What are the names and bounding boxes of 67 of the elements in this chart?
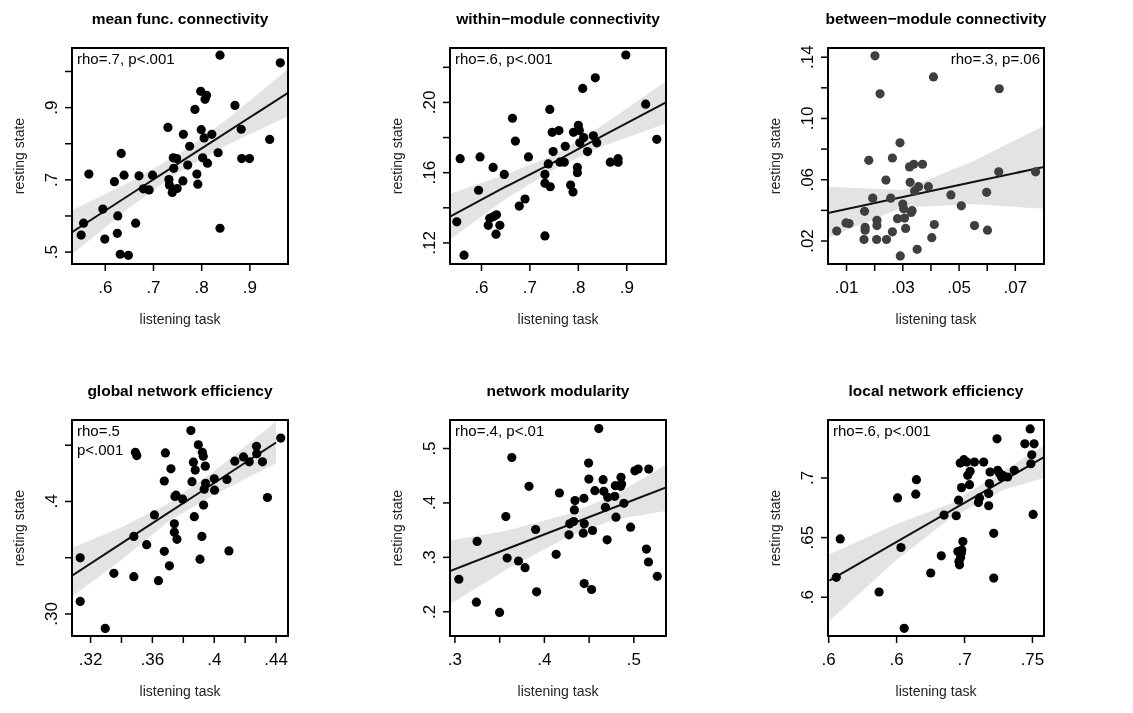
y-tick-label: .3 <box>420 550 439 565</box>
x-tick-label: .8 <box>571 278 586 297</box>
chart-title: network modularity <box>486 382 630 399</box>
annotation: rho=.4, p<.01 <box>455 422 545 439</box>
x-tick-label: .6 <box>821 650 836 669</box>
y-tick-label: .9 <box>42 100 61 115</box>
x-tick-label: .44 <box>264 650 288 669</box>
x-tick-label: .9 <box>242 278 257 297</box>
x-tick-label: .01 <box>834 278 859 297</box>
x-tick-label: .6 <box>474 278 489 297</box>
x-tick-label: .3 <box>447 650 463 669</box>
x-tick-label: .9 <box>619 278 634 297</box>
x-tick-label: .03 <box>890 278 915 297</box>
x-tick-label: .05 <box>947 278 971 297</box>
y-tick-label: .7 <box>798 470 817 486</box>
x-axis-title: listening task <box>895 683 978 699</box>
x-tick-label: .6 <box>889 650 904 669</box>
y-tick-label: .10 <box>798 106 817 131</box>
x-tick-label: .6 <box>98 278 113 297</box>
y-tick-label: .02 <box>798 229 817 253</box>
y-tick-label: .4 <box>42 494 61 509</box>
chart-title: within−module connectivity <box>455 10 661 27</box>
y-tick-label: .30 <box>42 602 61 626</box>
x-axis-title: listening task <box>517 683 600 699</box>
chart-title: between−module connectivity <box>825 10 1047 27</box>
chart-title: global network efficiency <box>87 382 273 399</box>
y-axis-title: resting state <box>767 117 783 195</box>
x-tick-label: .32 <box>78 650 103 669</box>
y-axis-title: resting state <box>11 489 27 567</box>
chart-title: mean func. connectivity <box>91 10 269 27</box>
annotation: rho=.6, p<.001 <box>455 50 553 67</box>
y-axis-title: resting state <box>389 489 405 567</box>
annotation: p<.001 <box>77 441 124 458</box>
y-tick-label: .14 <box>798 45 817 70</box>
chart-title: local network efficiency <box>848 382 1024 399</box>
y-tick-label: .2 <box>420 604 439 619</box>
x-tick-label: .7 <box>522 278 537 297</box>
y-tick-label: .16 <box>420 160 439 185</box>
y-tick-label: .5 <box>42 244 61 260</box>
annotation: rho=.3, p=.06 <box>950 50 1040 67</box>
y-axis-title: resting state <box>11 117 27 195</box>
x-tick-label: .7 <box>957 650 972 669</box>
x-tick-label: .5 <box>626 650 641 669</box>
y-tick-label: .06 <box>798 167 817 192</box>
y-tick-label: .20 <box>420 90 439 115</box>
y-tick-label: .7 <box>42 172 61 187</box>
annotation: rho=.5 <box>77 422 120 439</box>
x-axis-title: listening task <box>139 683 222 699</box>
annotation: rho=.7, p<.001 <box>77 50 175 67</box>
y-tick-label: .4 <box>420 495 439 511</box>
annotation: rho=.6, p<.001 <box>833 422 931 439</box>
y-tick-label: .12 <box>420 231 439 255</box>
y-tick-label: .65 <box>798 525 817 550</box>
x-tick-label: .4 <box>537 650 552 669</box>
x-axis-title: listening task <box>895 311 978 327</box>
y-axis-title: resting state <box>767 489 783 567</box>
x-tick-label: .4 <box>207 650 222 669</box>
x-tick-label: .75 <box>1020 650 1045 669</box>
y-tick-label: .5 <box>420 441 439 456</box>
x-tick-label: .36 <box>140 650 165 669</box>
x-tick-label: .07 <box>1003 278 1028 297</box>
x-tick-label: .8 <box>194 278 209 297</box>
y-tick-label: .6 <box>798 590 817 605</box>
x-tick-label: .7 <box>146 278 161 297</box>
x-axis-title: listening task <box>517 311 600 327</box>
y-axis-title: resting state <box>389 117 405 195</box>
x-axis-title: listening task <box>139 311 222 327</box>
